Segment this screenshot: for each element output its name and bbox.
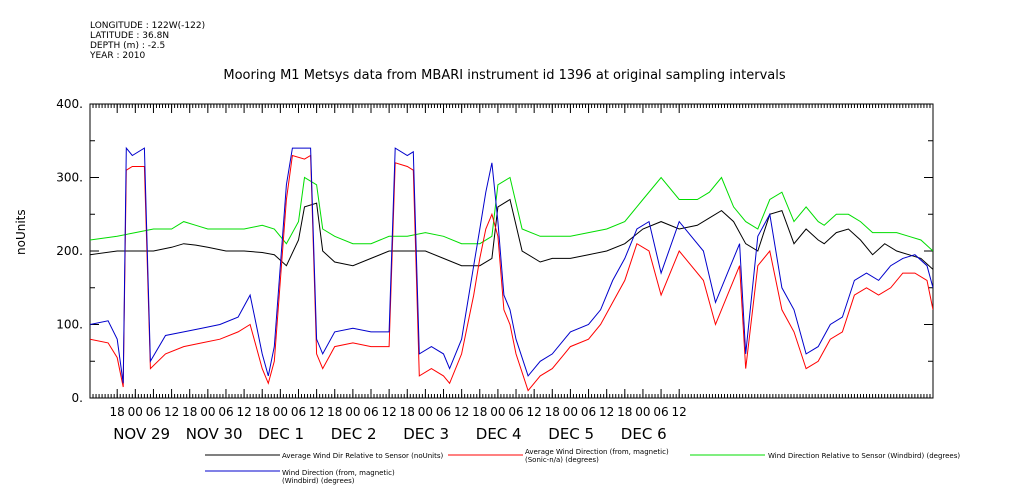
x-tick-label: 06 — [363, 405, 378, 419]
x-day-label: DEC 2 — [331, 425, 377, 443]
x-day-label: DEC 3 — [403, 425, 449, 443]
y-tick-label: 400. — [56, 97, 83, 111]
x-tick-label: 18 — [617, 405, 632, 419]
header-metadata: LONGITUDE : 122W(-122) LATITUDE : 36.8N … — [90, 21, 205, 61]
x-tick-label: 18 — [110, 405, 125, 419]
x-tick-label: 18 — [472, 405, 487, 419]
x-tick-label: 12 — [381, 405, 396, 419]
series-line-0 — [90, 198, 933, 270]
y-tick-label: 0. — [72, 391, 83, 405]
x-tick-label: 18 — [545, 405, 560, 419]
x-tick-label: 06 — [581, 405, 596, 419]
x-tick-label: 06 — [218, 405, 233, 419]
chart-title: Mooring M1 Metsys data from MBARI instru… — [223, 68, 786, 83]
x-tick-label: 12 — [527, 405, 542, 419]
series-line-2 — [90, 176, 933, 252]
x-tick-label: 12 — [236, 405, 251, 419]
x-tick-label: 00 — [563, 405, 578, 419]
x-tick-label: 00 — [418, 405, 433, 419]
x-day-label: DEC 6 — [621, 425, 667, 443]
depth-label: DEPTH (m) : -2.5 — [90, 41, 166, 51]
x-tick-label: 00 — [345, 405, 360, 419]
x-tick-label: 18 — [400, 405, 415, 419]
x-tick-label: 00 — [635, 405, 650, 419]
series-line-3 — [90, 146, 933, 384]
year-label: YEAR : 2010 — [90, 51, 146, 61]
x-tick-label: 06 — [291, 405, 306, 419]
x-tick-label: 00 — [273, 405, 288, 419]
x-tick-label: 12 — [599, 405, 614, 419]
x-tick-label: 18 — [255, 405, 270, 419]
x-day-label: DEC 4 — [476, 425, 522, 443]
legend-label-red: Average Wind Direction (from, magnetic) … — [525, 448, 669, 464]
x-day-label: DEC 1 — [258, 425, 304, 443]
legend-label-blue: Wind Direction (from, magnetic) (Windbir… — [282, 469, 395, 485]
x-tick-label: 06 — [653, 405, 668, 419]
x-tick-label: 18 — [327, 405, 342, 419]
x-tick-label: 06 — [508, 405, 523, 419]
legend-label-green: Wind Direction Relative to Sensor (Windb… — [768, 452, 961, 460]
y-tick-label: 200. — [56, 244, 83, 258]
x-tick-label: 06 — [436, 405, 451, 419]
x-tick-label: 18 — [182, 405, 197, 419]
longitude-label: LONGITUDE : 122W(-122) — [90, 21, 206, 31]
latitude-label: LATITUDE : 36.8N — [90, 31, 170, 41]
x-tick-label: 06 — [146, 405, 161, 419]
x-tick-label: 00 — [128, 405, 143, 419]
x-tick-label: 12 — [672, 405, 687, 419]
x-tick-label: 00 — [200, 405, 215, 419]
legend-label-black: Average Wind Dir Relative to Sensor (noU… — [282, 452, 444, 460]
x-tick-label: 12 — [309, 405, 324, 419]
y-tick-label: 100. — [56, 318, 83, 332]
x-day-label: NOV 29 — [113, 425, 170, 443]
x-day-label: NOV 30 — [186, 425, 243, 443]
series-line-1 — [90, 154, 933, 392]
x-tick-label: 00 — [490, 405, 505, 419]
y-tick-label: 300. — [56, 171, 83, 185]
x-day-label: DEC 5 — [548, 425, 594, 443]
x-tick-label: 12 — [454, 405, 469, 419]
x-tick-label: 12 — [164, 405, 179, 419]
